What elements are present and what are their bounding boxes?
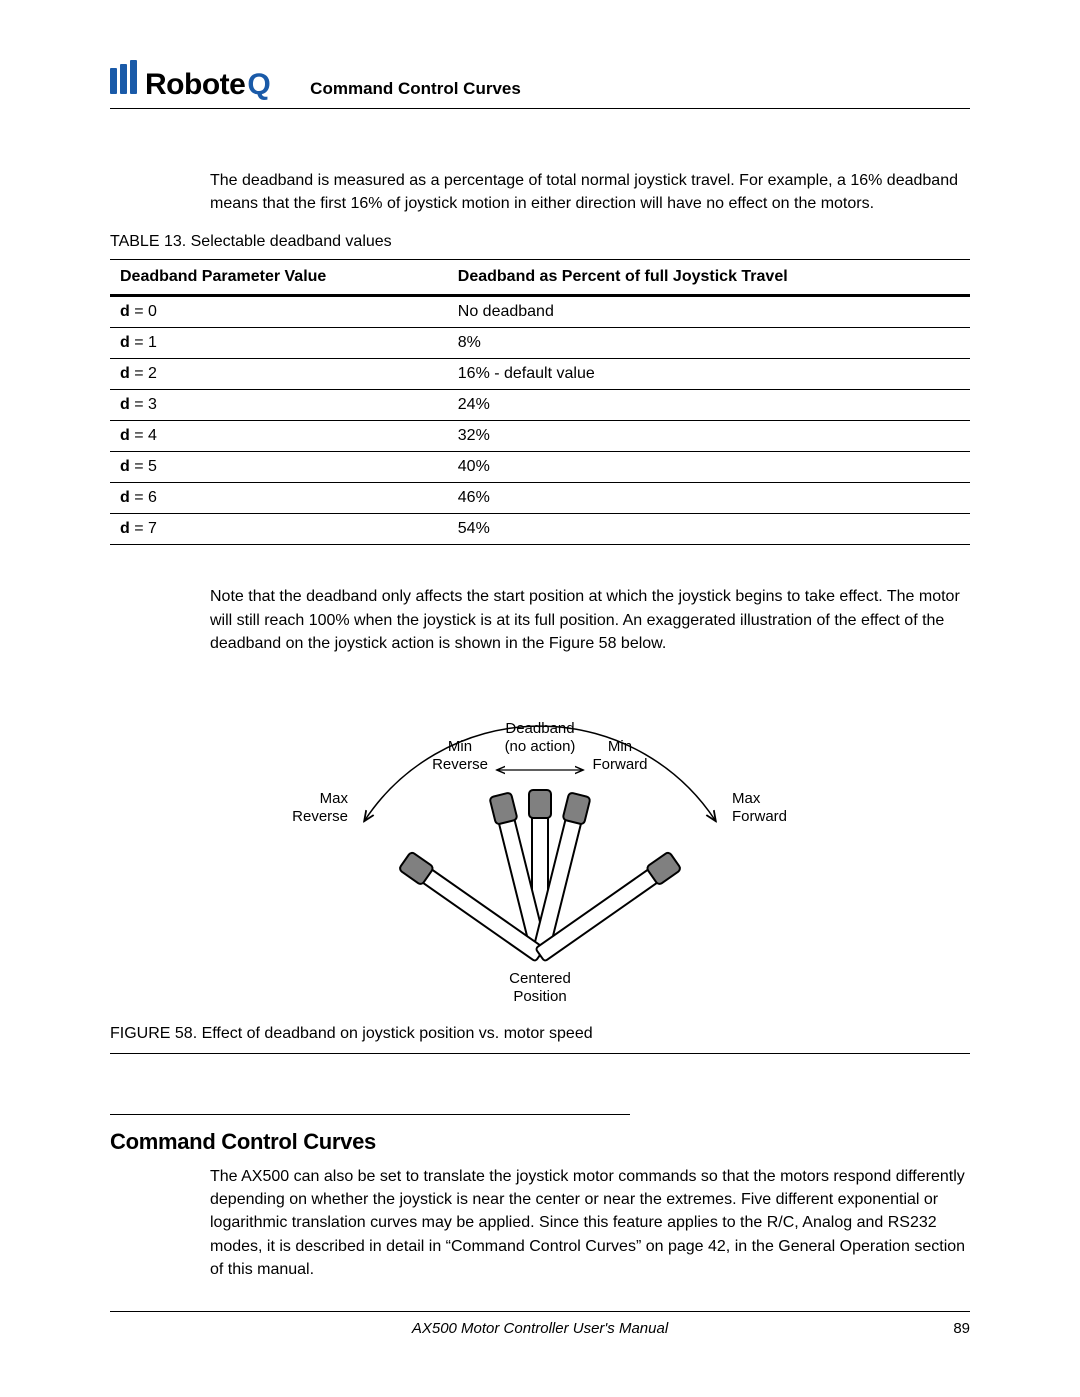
table-row: d = 0No deadband — [110, 296, 970, 328]
footer-page-number: 89 — [930, 1320, 970, 1337]
svg-text:Min: Min — [608, 738, 632, 755]
table-row: d = 18% — [110, 328, 970, 359]
svg-text:Deadband: Deadband — [505, 720, 574, 737]
table-row: d = 540% — [110, 452, 970, 483]
logo-text-accent: Q — [247, 68, 270, 102]
section-divider — [110, 1114, 630, 1115]
svg-text:Min: Min — [448, 738, 472, 755]
table-cell-param: d = 3 — [110, 390, 448, 421]
svg-text:Position: Position — [513, 988, 566, 1005]
section-paragraph: The AX500 can also be set to translate t… — [210, 1165, 970, 1281]
table-cell-param: d = 4 — [110, 421, 448, 452]
figure-58: Deadband (no action) Min Reverse Min For… — [110, 695, 970, 1054]
table-cell-percent: 54% — [448, 514, 970, 545]
logo-bars-icon — [110, 60, 137, 94]
table-cell-param: d = 1 — [110, 328, 448, 359]
table-cell-percent: 16% - default value — [448, 359, 970, 390]
svg-text:Reverse: Reverse — [292, 808, 348, 825]
table-row: d = 216% - default value — [110, 359, 970, 390]
brand-logo: RoboteQ — [110, 60, 270, 102]
table-row: d = 324% — [110, 390, 970, 421]
svg-text:Max: Max — [320, 790, 349, 807]
intro-paragraph: The deadband is measured as a percentage… — [210, 169, 970, 215]
page-footer: AX500 Motor Controller User's Manual 89 — [110, 1311, 970, 1337]
svg-text:(no action): (no action) — [505, 738, 576, 755]
note-paragraph: Note that the deadband only affects the … — [210, 585, 970, 655]
table-cell-percent: No deadband — [448, 296, 970, 328]
svg-text:Reverse: Reverse — [432, 756, 488, 773]
table-cell-param: d = 2 — [110, 359, 448, 390]
joystick-diagram-svg: Deadband (no action) Min Reverse Min For… — [280, 695, 800, 1015]
page-header: RoboteQ Command Control Curves — [110, 60, 970, 109]
table-cell-param: d = 0 — [110, 296, 448, 328]
svg-text:Max: Max — [732, 790, 761, 807]
table-cell-param: d = 5 — [110, 452, 448, 483]
table-cell-param: d = 7 — [110, 514, 448, 545]
table-cell-percent: 46% — [448, 483, 970, 514]
svg-text:Forward: Forward — [732, 808, 787, 825]
table-caption: TABLE 13. Selectable deadband values — [110, 233, 970, 251]
svg-text:Forward: Forward — [592, 756, 647, 773]
section-heading: Command Control Curves — [110, 1129, 970, 1155]
table-row: d = 432% — [110, 421, 970, 452]
table-cell-percent: 32% — [448, 421, 970, 452]
logo-text-main: Robote — [145, 68, 245, 102]
table-cell-percent: 24% — [448, 390, 970, 421]
table-col-header: Deadband Parameter Value — [110, 260, 448, 296]
footer-manual-title: AX500 Motor Controller User's Manual — [150, 1320, 930, 1337]
page: RoboteQ Command Control Curves The deadb… — [0, 0, 1080, 1397]
table-cell-percent: 8% — [448, 328, 970, 359]
table-row: d = 646% — [110, 483, 970, 514]
header-section-title: Command Control Curves — [310, 79, 521, 101]
figure-caption: FIGURE 58. Effect of deadband on joystic… — [110, 1025, 970, 1054]
table-col-header: Deadband as Percent of full Joystick Tra… — [448, 260, 970, 296]
table-cell-percent: 40% — [448, 452, 970, 483]
table-header-row: Deadband Parameter Value Deadband as Per… — [110, 260, 970, 296]
table-cell-param: d = 6 — [110, 483, 448, 514]
table-row: d = 754% — [110, 514, 970, 545]
deadband-table: Deadband Parameter Value Deadband as Per… — [110, 259, 970, 545]
svg-text:Centered: Centered — [509, 970, 571, 987]
